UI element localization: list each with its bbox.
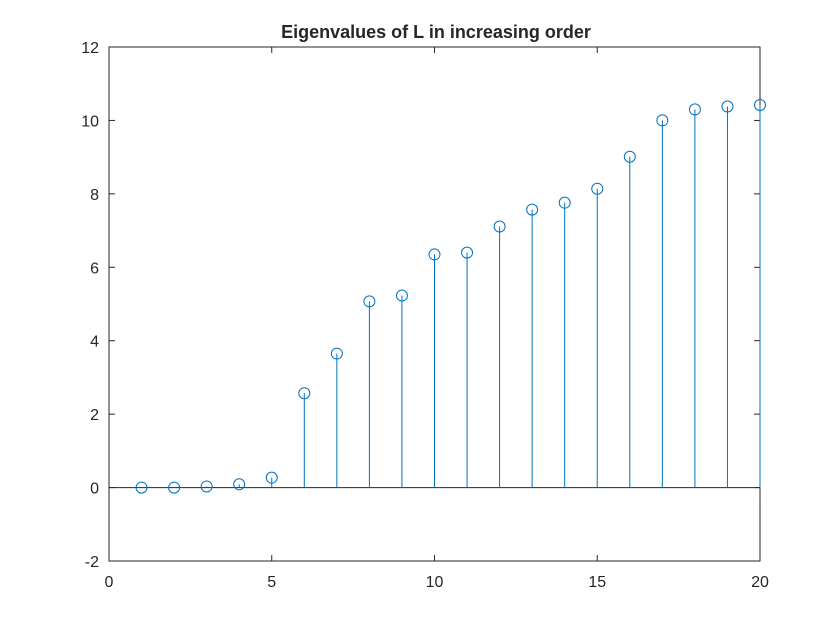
y-tick-label: 0: [90, 481, 99, 498]
stem-marker: [623, 150, 636, 163]
stem-marker: [428, 248, 441, 261]
x-tick-label: 20: [751, 574, 769, 591]
stem-marker: [363, 295, 376, 308]
y-tick-label: 10: [81, 113, 99, 130]
stem-marker: [233, 478, 246, 491]
stem-marker: [591, 182, 604, 195]
stem-marker: [395, 289, 408, 302]
stem-marker: [200, 480, 213, 493]
y-tick-label: -2: [85, 554, 99, 571]
chart-title: Eigenvalues of L in increasing order: [281, 22, 591, 42]
stem-marker: [298, 387, 311, 400]
stem-marker: [754, 99, 766, 112]
x-tick-label: 10: [426, 574, 444, 591]
y-tick-label: 6: [90, 260, 99, 277]
x-tick-label: 15: [588, 574, 606, 591]
y-tick-label: 4: [90, 334, 99, 351]
stem-marker: [721, 100, 734, 113]
y-tick-label: 2: [90, 407, 99, 424]
x-tick-label: 5: [267, 574, 276, 591]
stem-marker: [265, 471, 278, 484]
y-tick-label: 8: [90, 187, 99, 204]
stem-marker: [558, 196, 571, 209]
stem-marker: [656, 114, 669, 127]
stem-marker: [493, 220, 506, 233]
plot-area: 0 5 10 15 20 -2 0 2 4 6 8 10 12: [81, 40, 769, 591]
stem-marker: [168, 481, 181, 494]
x-tick-label: 0: [105, 574, 114, 591]
stem-marker: [135, 481, 148, 494]
stem-marker: [688, 103, 701, 116]
stem-marker: [330, 347, 343, 360]
y-tick-label: 12: [81, 40, 99, 57]
stem-marker: [461, 246, 474, 259]
stem-marker: [526, 203, 539, 216]
